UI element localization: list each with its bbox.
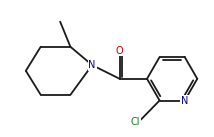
Text: Cl: Cl bbox=[131, 117, 140, 127]
Text: O: O bbox=[116, 46, 123, 56]
Text: N: N bbox=[181, 95, 188, 105]
Text: N: N bbox=[88, 60, 96, 70]
